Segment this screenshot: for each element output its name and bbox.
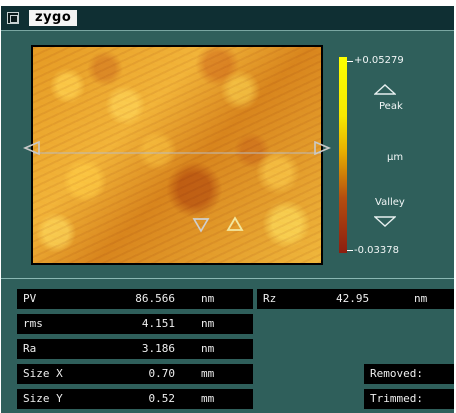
stat-ra-row: Ra 3.186 nm <box>17 339 253 359</box>
valley-legend-icon <box>374 216 396 227</box>
stat-size-y-row: Size Y 0.52 mm <box>17 389 253 409</box>
stat-ra-label: Ra <box>23 342 37 355</box>
stat-ra-value: 3.186 <box>141 342 175 355</box>
stat-rms-unit: nm <box>201 317 215 330</box>
profile-right-handle-icon[interactable] <box>313 141 331 155</box>
peak-marker-icon[interactable] <box>226 216 244 232</box>
height-colorbar <box>339 57 347 253</box>
trimmed-field: Trimmed: <box>364 389 454 409</box>
statistics-panel: PV 86.566 nm rms 4.151 nm Ra 3.186 nm Si… <box>1 278 454 413</box>
colorbar-peak-label: Peak <box>379 101 403 112</box>
stat-rz-unit: nm <box>414 292 428 305</box>
stat-rms-row: rms 4.151 nm <box>17 314 253 334</box>
stat-rz-value: 42.95 <box>336 292 370 305</box>
peak-legend-icon <box>374 84 396 95</box>
stat-pv-value: 86.566 <box>135 292 175 305</box>
stat-size-x-label: Size X <box>23 367 63 380</box>
removed-field: Removed: <box>364 364 454 384</box>
window-menu-icon[interactable] <box>7 12 19 24</box>
stat-pv-label: PV <box>23 292 37 305</box>
stat-ra-unit: nm <box>201 342 215 355</box>
stat-size-x-unit: mm <box>201 367 215 380</box>
colorbar-unit: µm <box>387 152 404 163</box>
stat-pv-unit: nm <box>201 292 215 305</box>
stat-pv-row: PV 86.566 nm <box>17 289 253 309</box>
stat-size-y-unit: mm <box>201 392 215 405</box>
profile-left-handle-icon[interactable] <box>23 141 41 155</box>
colorbar-max-value: +0.05279 <box>354 55 404 66</box>
removed-label: Removed: <box>370 367 423 380</box>
stat-size-y-label: Size Y <box>23 392 63 405</box>
stat-rz-row: Rz 42.95 nm <box>257 289 454 309</box>
colorbar-min-value: -0.03378 <box>354 245 399 256</box>
surface-map-frame <box>31 45 323 265</box>
zygo-logo: zygo <box>29 10 78 26</box>
title-bar: zygo <box>1 6 454 30</box>
stat-size-x-value: 0.70 <box>148 367 176 380</box>
profile-overlay <box>33 152 321 154</box>
surface-plot-panel: +0.05279 Peak µm Valley -0.03378 <box>1 30 454 278</box>
surface-map-texture <box>33 47 321 263</box>
colorbar-min-tick <box>347 250 353 251</box>
stat-rms-value: 4.151 <box>141 317 175 330</box>
stat-rms-label: rms <box>23 317 43 330</box>
surface-map-image <box>33 47 321 263</box>
colorbar-valley-label: Valley <box>375 197 405 208</box>
stat-size-x-row: Size X 0.70 mm <box>17 364 253 384</box>
surface-map[interactable] <box>33 47 321 263</box>
colorbar-max-tick <box>347 61 353 62</box>
stat-rz-label: Rz <box>263 292 277 305</box>
trimmed-label: Trimmed: <box>370 392 423 405</box>
valley-marker-icon[interactable] <box>192 217 210 233</box>
stat-size-y-value: 0.52 <box>148 392 176 405</box>
